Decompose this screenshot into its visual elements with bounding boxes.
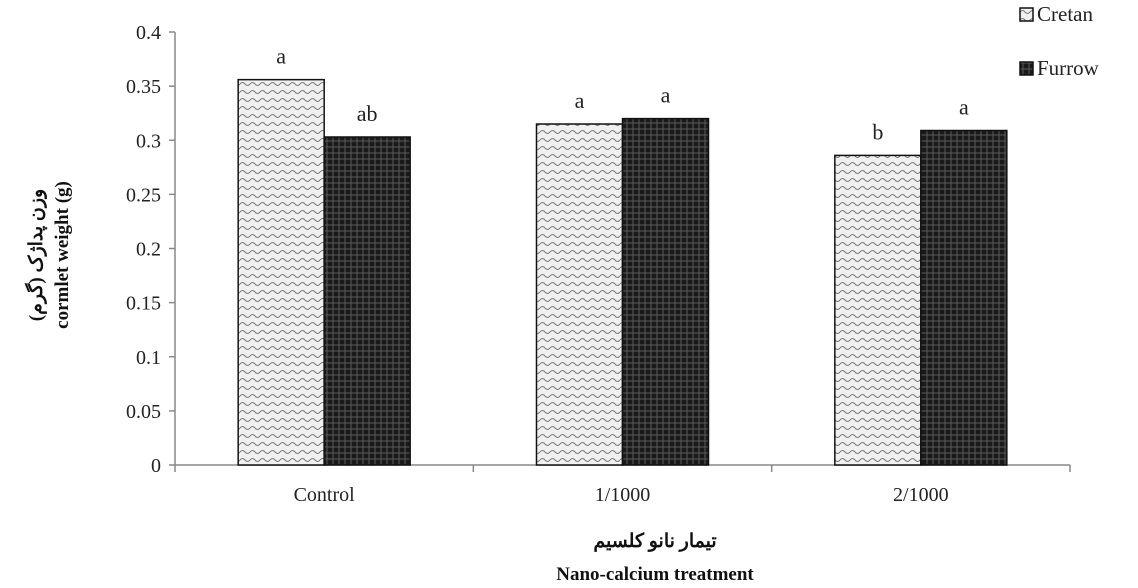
x-axis-title-fa: تیمار نانو کلسیم (593, 531, 716, 552)
bar-cretan (535, 123, 624, 466)
legend-swatch-cretan (1019, 7, 1034, 22)
y-tick-label: 0.15 (126, 293, 161, 315)
bar-furrow (621, 117, 710, 466)
y-axis-title-en: cormlet weight (g) (52, 181, 73, 329)
significance-letter: b (872, 119, 883, 144)
legend-label-cretan: Cretan (1037, 2, 1093, 26)
y-tick-label: 0.05 (126, 401, 161, 423)
axes: 0 0.05 0.1 0.15 0.2 0.25 0.3 0.35 0.4 Control 1/10… (126, 22, 1071, 506)
y-tick-label: 0.3 (136, 130, 161, 152)
significance-letter: a (661, 83, 671, 108)
bars (237, 78, 1008, 466)
significance-letter: a (959, 95, 969, 120)
significance-letter: a (575, 88, 585, 113)
legend-label-furrow: Furrow (1037, 56, 1100, 80)
x-axis-title-en: Nano-calcium treatment (556, 564, 754, 585)
x-tick-label: 1/1000 (595, 484, 651, 506)
bar-furrow (920, 129, 1008, 466)
y-axis-title-fa: وزن پداژک (گرم) (24, 189, 47, 321)
x-tick-label: Control (294, 484, 356, 506)
y-tick-label: 0.1 (136, 347, 161, 369)
y-tick-label: 0.2 (136, 239, 161, 261)
y-tick-label: 0.35 (126, 76, 161, 98)
y-tick-label: 0.4 (136, 22, 161, 44)
bar-cretan (834, 154, 922, 466)
bar-cretan (237, 78, 325, 466)
significance-letter: ab (357, 101, 378, 126)
y-tick-label: 0.25 (126, 184, 161, 206)
bar-furrow (323, 136, 411, 466)
legend-swatch-furrow (1019, 61, 1034, 76)
legend: Cretan Furrow (1019, 2, 1100, 80)
x-tick-label: 2/1000 (893, 484, 949, 506)
y-tick-label: 0 (151, 455, 161, 477)
significance-letter: a (276, 44, 286, 69)
